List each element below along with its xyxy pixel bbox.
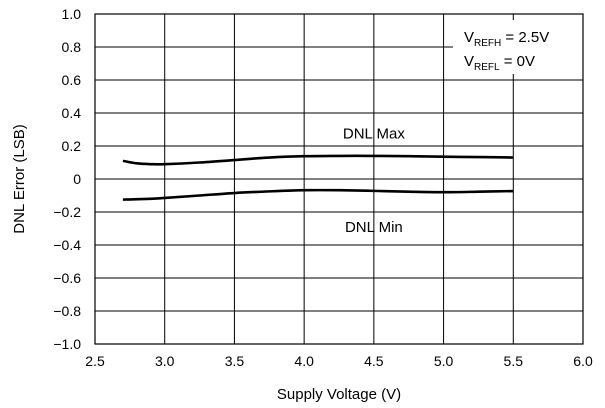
series-label-dnl-min: DNL Min — [345, 219, 403, 236]
x-tick-label: 5.0 — [434, 353, 454, 369]
legend-line-vrefh: VREFH = 2.5V — [464, 29, 549, 49]
y-tick-label: 0.4 — [62, 105, 82, 121]
legend: VREFH = 2.5V VREFL = 0V — [453, 20, 583, 74]
y-tick-label: 1.0 — [62, 6, 82, 22]
x-tick-label: 2.5 — [85, 353, 105, 369]
y-axis-label: DNL Error (LSB) — [11, 124, 28, 233]
legend-line-vrefl: VREFL = 0V — [464, 53, 535, 73]
y-tick-label: 0.2 — [62, 138, 82, 154]
series-lines — [122, 154, 514, 201]
x-tick-label: 6.0 — [573, 353, 593, 369]
x-axis-label: Supply Voltage (V) — [277, 386, 401, 403]
y-tick-label: −1.0 — [53, 336, 81, 352]
x-tick-label: 3.0 — [155, 353, 175, 369]
series-labels: DNL Max DNL Min — [343, 126, 405, 236]
y-tick-label: −0.6 — [53, 270, 81, 286]
grid — [95, 14, 583, 344]
y-tick-label: −0.4 — [53, 237, 81, 253]
y-tick-label: 0 — [73, 171, 81, 187]
y-tick-label: 0.6 — [62, 72, 82, 88]
y-tick-label: −0.8 — [53, 303, 81, 319]
y-tick-label: −0.2 — [53, 204, 81, 220]
x-tick-label: 4.5 — [364, 353, 384, 369]
tick-labels: 2.5 3.0 3.5 4.0 4.5 5.0 5.5 6.0 1.0 0.8 0.6 0.4 0.2 0… — [53, 6, 593, 369]
series-line-dnl-min — [122, 188, 514, 201]
series-line-dnl-max — [122, 154, 514, 166]
legend-background — [453, 20, 583, 74]
x-tick-label: 5.5 — [504, 353, 524, 369]
x-tick-label: 4.0 — [294, 353, 314, 369]
plot-frame — [94, 13, 584, 345]
series-label-dnl-max: DNL Max — [343, 126, 405, 143]
x-tick-label: 3.5 — [225, 353, 245, 369]
y-tick-label: 0.8 — [62, 39, 82, 55]
